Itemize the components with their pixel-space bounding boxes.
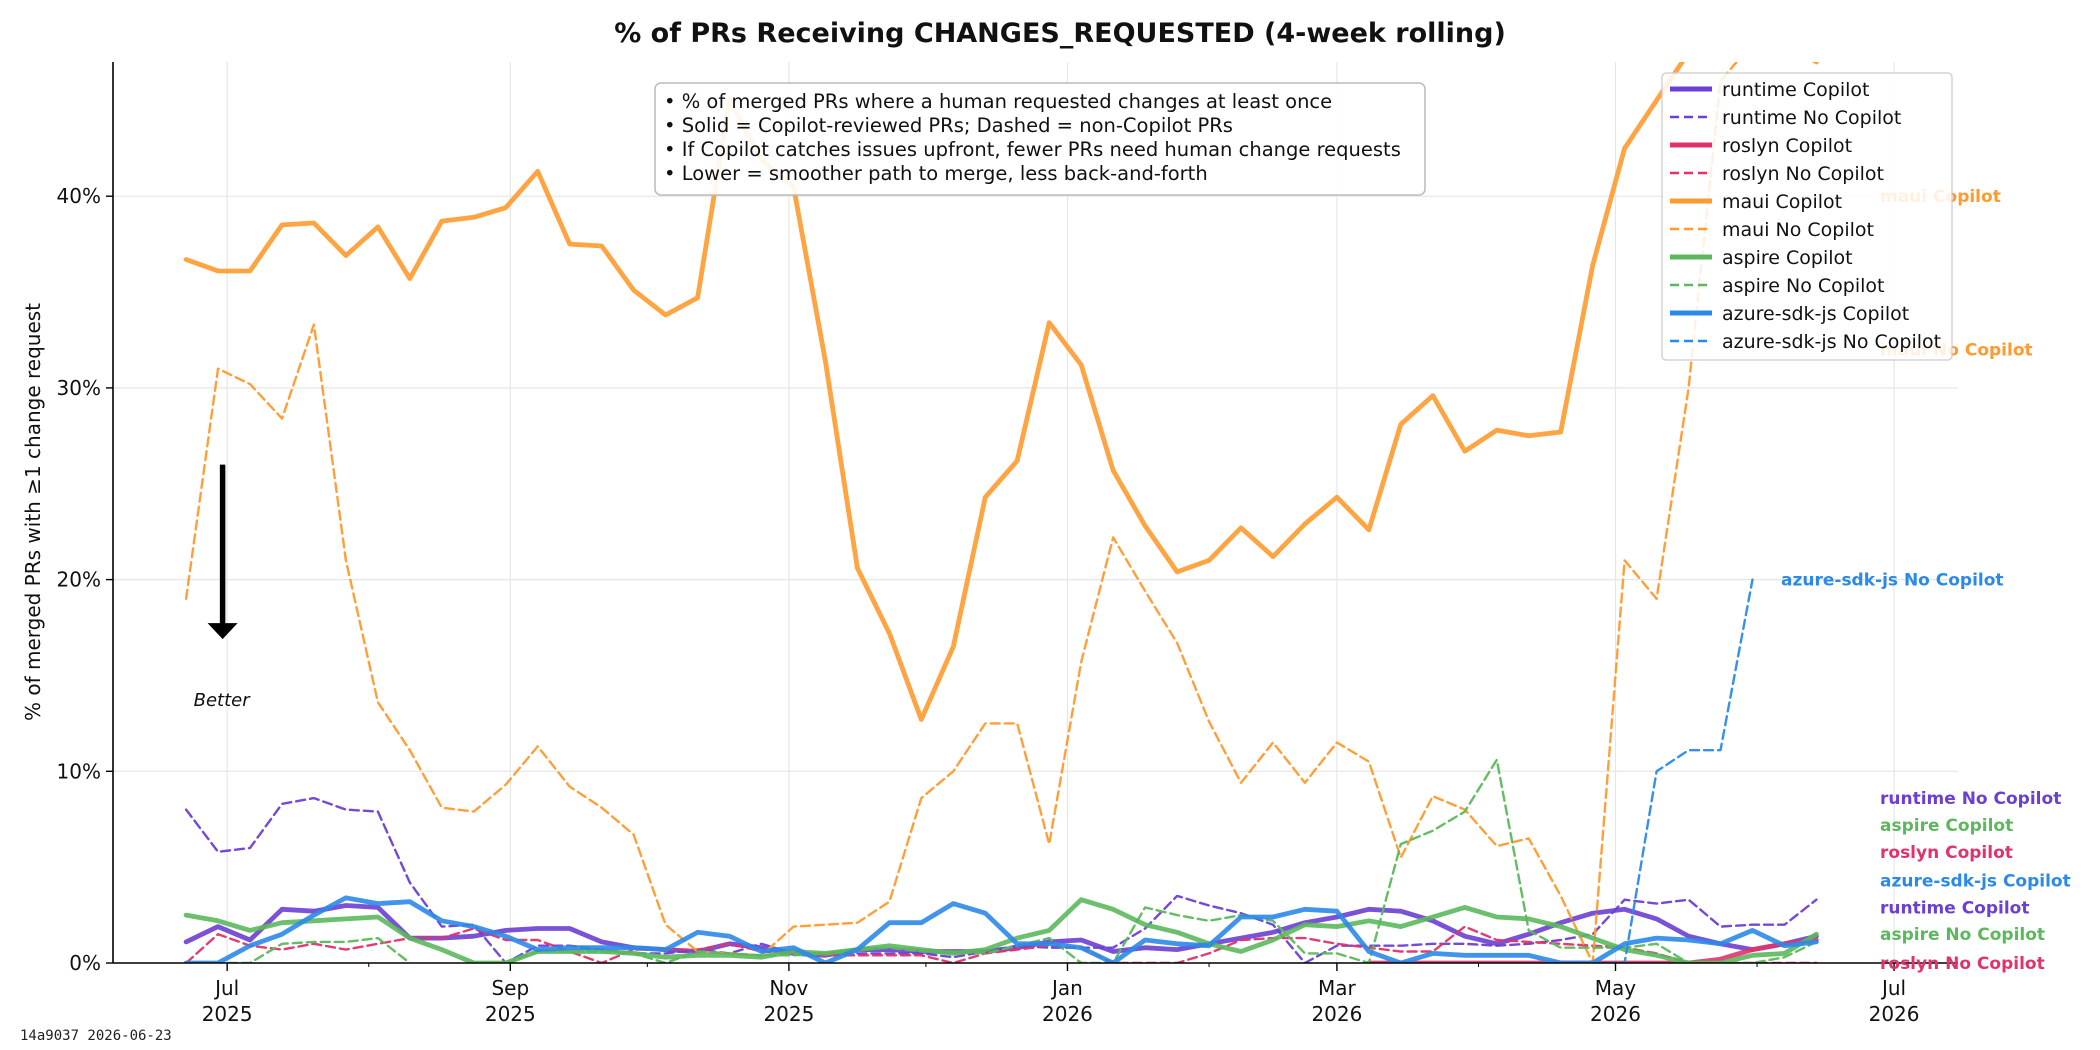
annotation-line: • Lower = smoother path to merge, less b… — [664, 162, 1208, 185]
legend-layer: runtime Copilot runtime No Copilot roslyn … — [1661, 72, 1953, 361]
right-label: runtime Copilot — [1880, 898, 2030, 918]
right-label: azure-sdk-js No Copilot — [1781, 571, 2004, 591]
x-tick-label: 2025 — [485, 1002, 536, 1026]
x-tick-label: Nov — [769, 976, 808, 1000]
right-label: azure-sdk-js Copilot — [1880, 872, 2071, 892]
axis-layer: 0%10%20%30%40%Jul2025Sep2025Nov2025Jan20… — [57, 62, 1958, 1026]
x-tick-label: 2025 — [202, 1002, 253, 1026]
right-label: aspire Copilot — [1880, 816, 2013, 836]
legend-entry: roslyn Copilot — [1722, 135, 1852, 157]
right-label: roslyn No Copilot — [1880, 954, 2045, 974]
y-tick-label: 0% — [69, 951, 101, 975]
legend-entry: azure-sdk-js Copilot — [1722, 303, 1909, 325]
legend-entry: maui No Copilot — [1722, 219, 1874, 241]
series-line — [1591, 578, 1754, 963]
annotation-layer: • % of merged PRs where a human requeste… — [194, 82, 1426, 711]
x-tick-label: 2025 — [763, 1002, 814, 1026]
series-layer — [183, 62, 1819, 963]
right-label: roslyn Copilot — [1880, 843, 2013, 863]
series-azure-sdk-js-no-copilot — [1591, 578, 1754, 963]
footer-stamp: 14a9037 2026-06-23 — [20, 1028, 172, 1044]
legend-entry: runtime Copilot — [1722, 79, 1869, 101]
series-line — [504, 758, 1818, 963]
x-tick-label: 2026 — [1869, 1002, 1920, 1026]
series-line — [1366, 937, 1819, 963]
y-tick-label: 40% — [57, 184, 101, 208]
series-azure-sdk-js-copilot — [183, 895, 1819, 963]
legend-entry: azure-sdk-js No Copilot — [1722, 331, 1941, 353]
y-tick-label: 30% — [57, 376, 101, 400]
series-maui-no-copilot — [184, 62, 1739, 963]
series-maui-copilot — [183, 62, 1819, 722]
legend-entry: aspire No Copilot — [1722, 275, 1884, 297]
annotation-line: • If Copilot catches issues upfront, few… — [664, 138, 1401, 161]
annotation-line: • Solid = Copilot-reviewed PRs; Dashed =… — [664, 114, 1233, 137]
x-tick-label: 2026 — [1042, 1002, 1093, 1026]
legend-entry: aspire Copilot — [1722, 247, 1853, 269]
y-tick-label: 10% — [57, 759, 101, 783]
x-tick-label: Mar — [1318, 976, 1357, 1000]
series-line — [184, 62, 1739, 963]
x-tick-label: May — [1595, 976, 1637, 1000]
x-tick-label: Jul — [213, 976, 239, 1000]
series-roslyn-copilot — [1366, 937, 1819, 963]
x-tick-label: Jul — [1880, 976, 1906, 1000]
better-arrow-head — [207, 623, 238, 640]
legend-entry: maui Copilot — [1722, 191, 1842, 213]
x-tick-label: 2026 — [1590, 1002, 1641, 1026]
y-axis-label: % of merged PRs with ≥1 change request — [21, 303, 45, 721]
legend-box — [1661, 72, 1953, 361]
series-roslyn-no-copilot — [184, 925, 1818, 963]
annotation-box — [654, 82, 1426, 196]
annotation-line: • % of merged PRs where a human requeste… — [664, 90, 1332, 113]
y-tick-label: 20% — [57, 568, 101, 592]
series-aspire-copilot — [183, 897, 1819, 963]
legend-entry: roslyn No Copilot — [1722, 163, 1884, 185]
series-line — [183, 897, 1819, 963]
right-label: aspire No Copilot — [1880, 925, 2045, 945]
x-tick-label: Sep — [491, 976, 529, 1000]
better-label: Better — [194, 690, 252, 711]
right-label: runtime No Copilot — [1880, 789, 2061, 809]
series-line — [183, 62, 1819, 722]
chart-title: % of PRs Receiving CHANGES_REQUESTED (4-… — [614, 18, 1506, 49]
series-line — [184, 936, 411, 963]
x-tick-label: Jan — [1050, 976, 1083, 1000]
series-line — [183, 895, 1819, 963]
series-aspire-no-copilot — [184, 758, 1818, 963]
series-line — [184, 925, 1818, 963]
legend-entry: runtime No Copilot — [1722, 107, 1901, 129]
x-tick-label: 2026 — [1311, 1002, 1362, 1026]
